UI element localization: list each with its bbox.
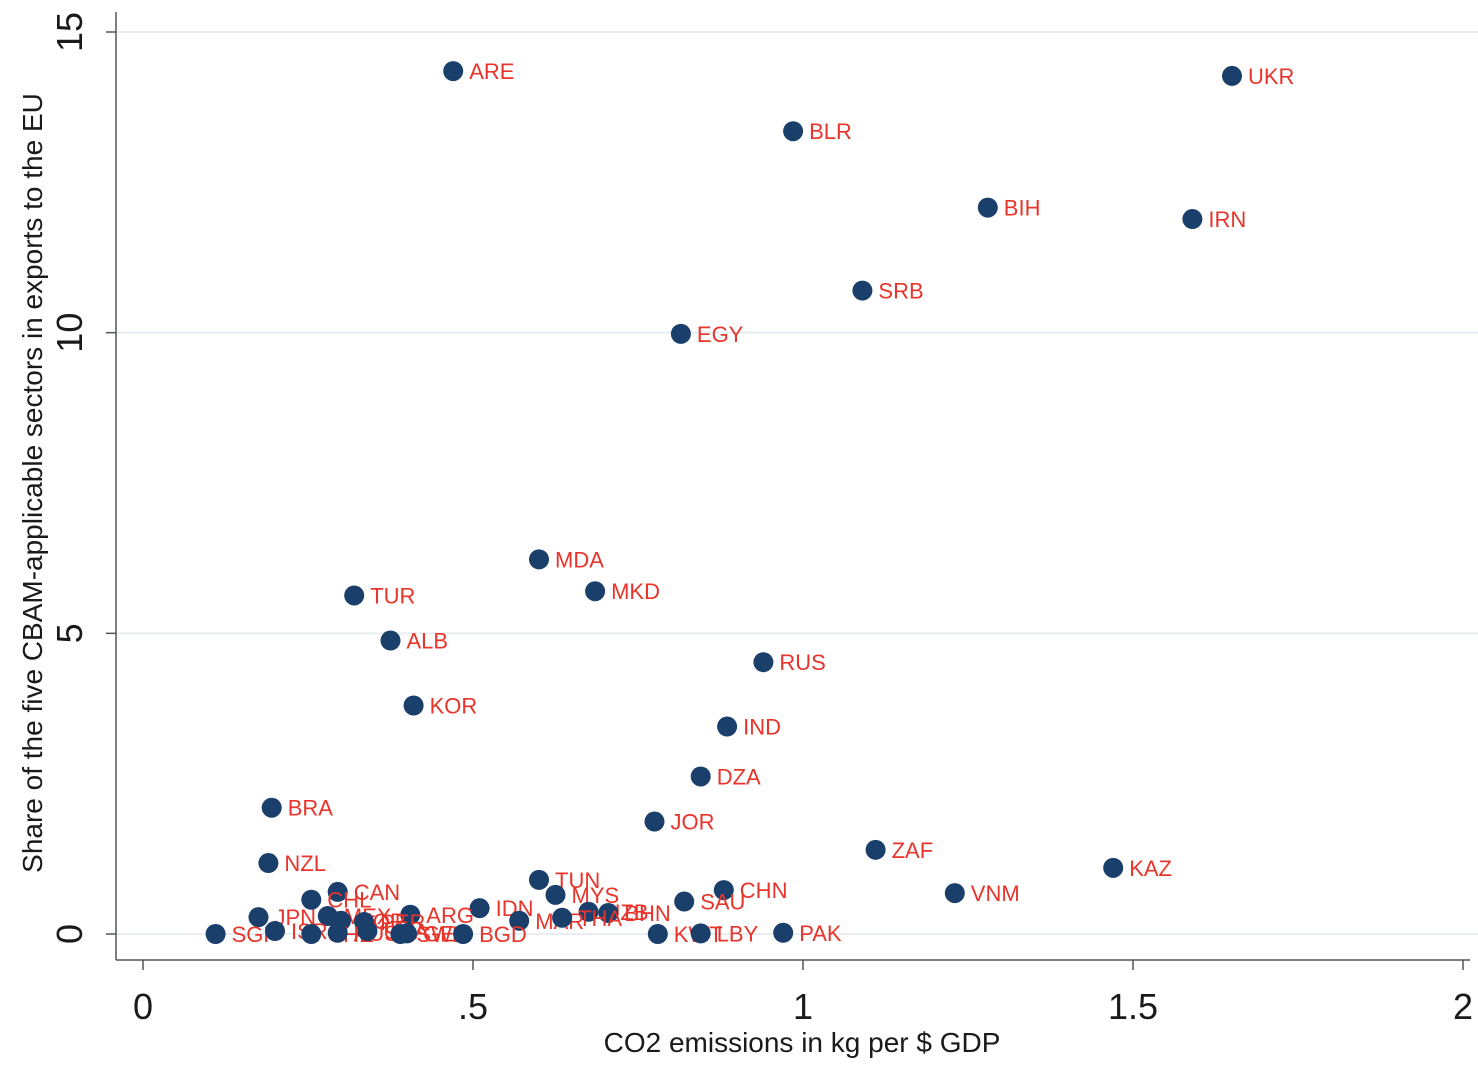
point-label-vnm: VNM [971,881,1020,906]
point-mda [529,549,549,570]
point-irn [1182,209,1203,230]
point-jpn [248,907,269,928]
point-label-chl: CHL [327,888,371,913]
point-are [443,61,464,82]
data-points: ARE UKR BLR BIH IRN SRB EGY MDA TUR MKD ALB RUS KOR I… [205,59,1294,947]
point-label-rus: RUS [779,650,825,675]
point-tha [552,907,573,928]
y-tick-label: 5 [49,623,90,643]
x-axis-title: CO2 emissions in kg per $ GDP [604,1027,1001,1058]
y-tick-label: 0 [49,924,90,944]
point-label-bra: BRA [288,796,334,821]
point-vnm [944,883,965,904]
point-geo [397,923,417,944]
point-bra [261,797,282,818]
point-label-arg: ARG [426,903,474,928]
point-label-mda: MDA [555,547,604,572]
point-label-kaz: KAZ [1129,856,1172,881]
point-idn [469,898,490,919]
point-chn [713,880,734,901]
point-label-lby: LBY [717,921,759,946]
y-tick-label: 15 [49,12,90,52]
point-sau [674,891,695,912]
point-label-can: CAN [354,880,400,905]
tick-labels: 0 .5 1 1.5 2 0 5 10 15 [49,12,1473,1027]
point-label-bih: BIH [1004,196,1041,221]
point-label-srb: SRB [878,279,923,304]
point-label-egy: EGY [697,322,744,347]
point-chl [301,889,322,910]
point-label-blr: BLR [809,119,852,144]
point-label-dza: DZA [717,764,761,789]
point-sgp [205,924,226,944]
point-bgd [453,924,474,944]
point-jor [644,811,665,832]
x-tick-label: .5 [458,986,488,1027]
point-tun [529,869,549,890]
point-label-mkd: MKD [611,579,660,604]
point-pak [773,922,794,943]
point-label-ind: IND [743,715,781,740]
point-dza [690,766,711,787]
point-isr [265,920,285,941]
point-can [327,881,348,902]
point-blr [783,121,804,142]
y-tick-label: 10 [49,313,90,353]
point-label-alb: ALB [407,629,449,654]
point-kwt [647,924,668,944]
point-label-tur: TUR [370,583,415,608]
point-aus [327,922,348,943]
point-label-sau: SAU [700,890,745,915]
point-kaz [1103,857,1124,878]
point-egy [670,323,691,344]
point-uzb [578,901,599,922]
point-arg [400,904,421,925]
point-zaf [865,839,886,860]
point-label-kor: KOR [430,693,478,718]
point-alb [380,630,401,651]
x-tick-label: 1.5 [1108,986,1158,1027]
point-label-pak: PAK [799,921,842,946]
y-axis-title: Share of the five CBAM-applicable sector… [17,93,48,873]
point-rus [753,652,774,673]
point-lby [690,923,711,944]
point-bih [977,197,998,218]
x-tick-label: 0 [133,986,153,1027]
point-label-tha: THA [578,906,622,931]
point-label-nzl: NZL [284,851,326,876]
point-kor [403,695,424,716]
point-label-ukr: UKR [1248,64,1294,89]
point-tur [344,585,365,606]
point-label-irn: IRN [1208,207,1246,232]
point-label-bhn: BHN [624,901,670,926]
point-usa [357,920,378,941]
point-mar [509,910,530,931]
point-mys [545,884,566,905]
point-mkd [585,581,606,602]
point-srb [852,280,873,301]
point-label-zaf: ZAF [892,838,934,863]
axes [115,12,1470,961]
point-label-jor: JOR [671,810,715,835]
point-che [301,924,322,944]
x-tick-label: 1 [793,986,813,1027]
point-bhn [598,902,619,923]
point-label-bgd: BGD [479,922,527,947]
point-label-chn: CHN [740,878,788,903]
point-nzl [258,853,279,874]
point-ind [717,716,738,737]
point-ukr [1222,65,1242,86]
point-label-are: ARE [469,59,514,84]
x-tick-label: 2 [1453,986,1473,1027]
